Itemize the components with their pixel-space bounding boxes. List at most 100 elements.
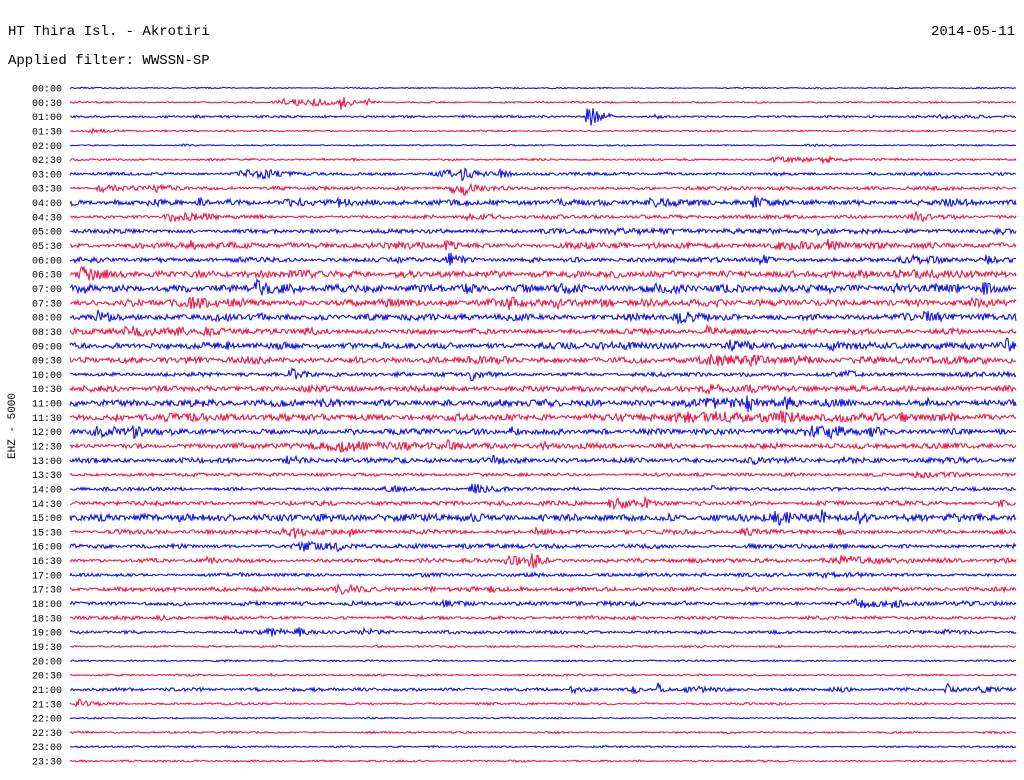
time-tick-label: 05:30	[32, 242, 62, 253]
trace-22-00	[69, 716, 1017, 720]
trace-06-30	[69, 266, 1017, 281]
time-tick-label: 01:30	[32, 128, 62, 139]
trace-20-30	[69, 672, 1017, 678]
time-tick-label: 04:00	[32, 199, 62, 210]
trace-04-30	[69, 211, 1017, 223]
trace-17-30	[69, 582, 1017, 595]
time-tick-label: 09:00	[32, 342, 62, 353]
trace-16-30	[69, 553, 1017, 569]
trace-13-00	[69, 454, 1017, 466]
time-tick-label: 14:00	[32, 486, 62, 497]
time-tick-label: 10:30	[32, 385, 62, 396]
time-tick-label: 19:00	[32, 629, 62, 640]
trace-21-00	[69, 682, 1017, 695]
filter-label: Applied filter: WWSSN-SP	[8, 53, 210, 69]
time-tick-label: 17:30	[32, 586, 62, 597]
time-tick-label: 12:00	[32, 428, 62, 439]
trace-01-30	[69, 127, 1017, 135]
trace-11-30	[69, 410, 1017, 425]
time-tick-label: 13:30	[32, 471, 62, 482]
trace-15-30	[69, 526, 1017, 539]
trace-21-30	[69, 698, 1016, 708]
time-tick-label: 15:00	[32, 514, 62, 525]
time-tick-label: 11:30	[32, 414, 62, 425]
trace-10-30	[69, 383, 1017, 395]
trace-22-30	[69, 730, 1017, 735]
trace-02-30	[69, 154, 1017, 165]
trace-18-30	[69, 613, 1017, 622]
time-tick-label: 05:00	[32, 228, 62, 239]
time-tick-label: 21:00	[32, 686, 62, 697]
trace-08-30	[69, 323, 1017, 338]
time-tick-label: 06:00	[32, 256, 62, 267]
trace-09-30	[69, 353, 1017, 368]
trace-23-00	[69, 744, 1017, 749]
time-tick-label: 15:30	[32, 528, 62, 539]
trace-group	[69, 86, 1017, 764]
trace-17-00	[69, 570, 1017, 580]
time-tick-label: 13:00	[32, 457, 62, 468]
time-tick-label: 09:30	[32, 357, 62, 368]
trace-05-00	[69, 226, 1017, 237]
trace-00-00	[69, 86, 1017, 90]
trace-19-30	[69, 644, 1017, 649]
trace-03-00	[69, 167, 1017, 182]
time-tick-label: 00:00	[32, 85, 62, 96]
time-tick-label: 14:30	[32, 500, 62, 511]
time-tick-label: 01:00	[32, 113, 62, 124]
trace-01-00	[69, 108, 1017, 126]
trace-04-00	[69, 195, 1017, 209]
y-axis-label: EHZ - 5000	[7, 393, 19, 459]
time-tick-label: 08:00	[32, 314, 62, 325]
time-tick-label: 02:00	[32, 142, 62, 153]
time-tick-label: 00:30	[32, 99, 62, 110]
time-tick-label: 19:30	[32, 643, 62, 654]
trace-14-30	[69, 495, 1017, 511]
trace-07-00	[69, 277, 1017, 296]
time-tick-label: 23:00	[32, 743, 62, 754]
time-tick-label: 11:00	[32, 400, 62, 411]
trace-14-00	[69, 483, 1017, 494]
trace-02-00	[69, 143, 1017, 148]
time-tick-label: 08:30	[32, 328, 62, 339]
trace-06-00	[69, 252, 1017, 267]
trace-09-00	[69, 337, 1017, 353]
trace-16-00	[69, 540, 1017, 553]
time-tick-label: 22:00	[32, 715, 62, 726]
station-title: HT Thira Isl. - Akrotiri	[8, 24, 210, 40]
time-tick-label: 04:30	[32, 213, 62, 224]
trace-12-30	[69, 438, 1017, 453]
trace-13-30	[69, 471, 1017, 480]
time-tick-label: 22:30	[32, 729, 62, 740]
time-tick-label: 21:30	[32, 700, 62, 711]
trace-03-30	[69, 182, 1017, 196]
time-tick-group: 00:00 00:30 01:00 01:30 02:00 02:30 03:00 03:30…	[32, 85, 62, 769]
trace-15-00	[69, 509, 1017, 526]
time-tick-label: 20:30	[32, 672, 62, 683]
time-tick-label: 12:30	[32, 443, 62, 454]
time-tick-label: 16:00	[32, 543, 62, 554]
time-tick-label: 02:30	[32, 156, 62, 167]
time-tick-label: 18:30	[32, 614, 62, 625]
time-tick-label: 10:00	[32, 371, 62, 382]
trace-12-00	[69, 425, 1017, 440]
time-tick-label: 16:30	[32, 557, 62, 568]
time-tick-label: 07:00	[32, 285, 62, 296]
trace-11-00	[69, 395, 1017, 413]
trace-20-00	[69, 658, 1017, 663]
time-tick-label: 03:30	[32, 185, 62, 196]
time-tick-label: 18:00	[32, 600, 62, 611]
time-tick-label: 23:30	[32, 758, 62, 769]
date-label: 2014-05-11	[930, 24, 1015, 40]
time-tick-label: 17:00	[32, 571, 62, 582]
time-tick-label: 03:00	[32, 170, 62, 181]
trace-23-30	[69, 759, 1017, 764]
trace-10-00	[69, 366, 1017, 382]
time-tick-label: 06:30	[32, 271, 62, 282]
time-tick-label: 20:00	[32, 657, 62, 668]
trace-00-30	[69, 97, 1017, 110]
trace-18-00	[69, 598, 1017, 609]
trace-05-30	[69, 239, 1017, 251]
trace-19-00	[69, 626, 1017, 637]
